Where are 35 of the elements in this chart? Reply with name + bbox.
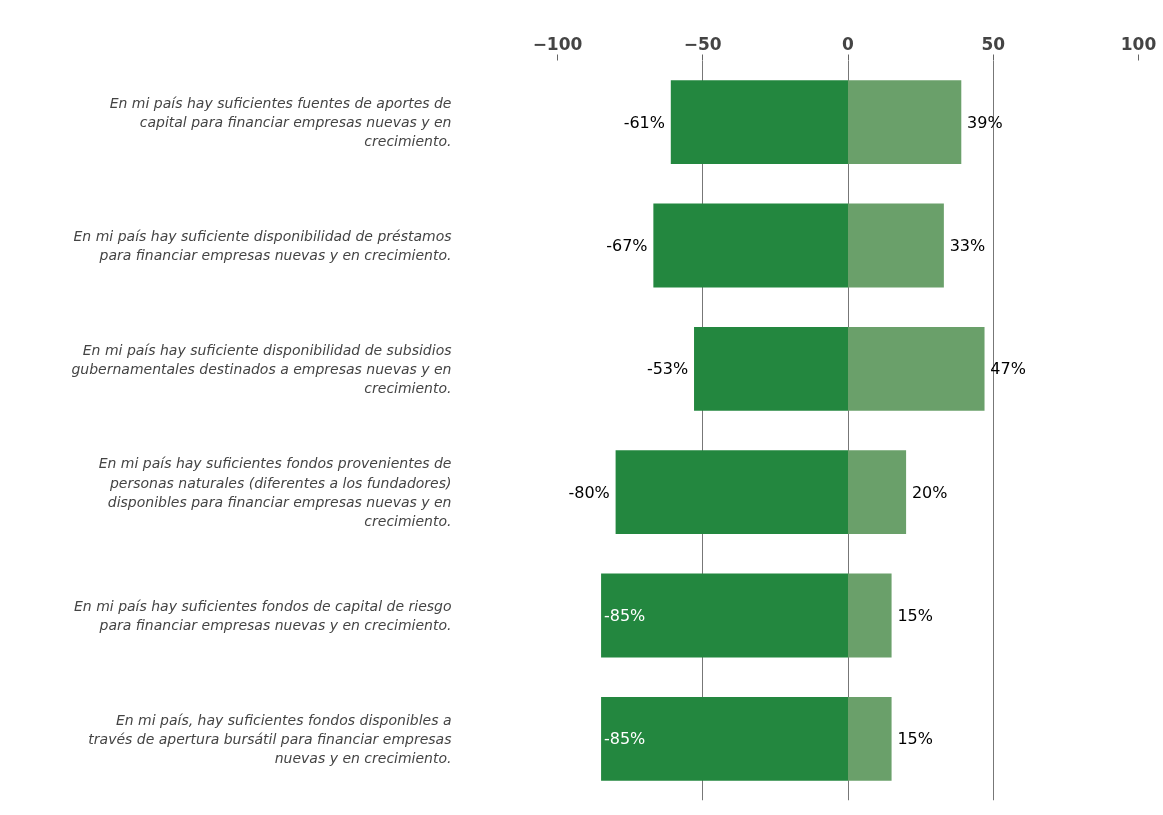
data-label: 39% [967, 112, 1003, 132]
bar [694, 326, 848, 411]
data-label: 15% [897, 729, 933, 749]
bar [848, 450, 907, 535]
y-tick-label: En mi país hay suficientes fuentes de aportes de capital para financiar empresas nuevas y en crecimiento. [109, 94, 452, 150]
bar [848, 696, 892, 781]
data-label: 15% [897, 606, 933, 625]
y-tick-label: En mi país hay suficiente disponibilidad de subsidios gubernamentales destinados a empresas nuevas y en crecimiento. [71, 341, 452, 397]
y-tick-label: En mi país hay suficiente disponibilidad de préstamos para financiar empresas nuevas y en crecimiento. [73, 227, 452, 264]
x-tick-label: −50 [683, 33, 722, 54]
data-label: 33% [949, 236, 986, 255]
data-label: 47% [990, 359, 1026, 379]
bar [615, 450, 848, 535]
x-tick-label: 50 [981, 33, 1006, 54]
data-label: -53% [646, 359, 689, 379]
x-tick-label: −100 [532, 33, 583, 54]
x-tick-label: 100 [1120, 33, 1157, 54]
bar [848, 203, 944, 288]
data-label: -80% [568, 482, 610, 502]
y-tick-label: En mi país hay suficientes fondos provenientes de personas naturales (diferentes a los fundadores) disponibles para financiar empresas nuevas y en crecimiento. [98, 455, 452, 529]
y-tick-label: En mi país, hay suficientes fondos disponibles a través de apertura bursátil para financiar empresas nuevas y en crecimiento. [88, 711, 452, 767]
data-label: -67% [606, 236, 648, 255]
data-label: -61% [623, 112, 665, 132]
bar [848, 326, 985, 411]
bar [848, 573, 892, 658]
data-label: -85% [603, 606, 646, 625]
bar [601, 573, 848, 658]
bar [670, 80, 848, 165]
bar [848, 80, 962, 165]
y-tick-label: En mi país hay suficientes fondos de capital de riesgo para financiar empresas nuevas y en crecimiento. [74, 597, 452, 634]
bar [601, 696, 848, 781]
data-label: -85% [603, 729, 646, 749]
data-label: 20% [911, 482, 948, 502]
x-tick-label: 0 [842, 33, 855, 54]
bar [653, 203, 848, 288]
